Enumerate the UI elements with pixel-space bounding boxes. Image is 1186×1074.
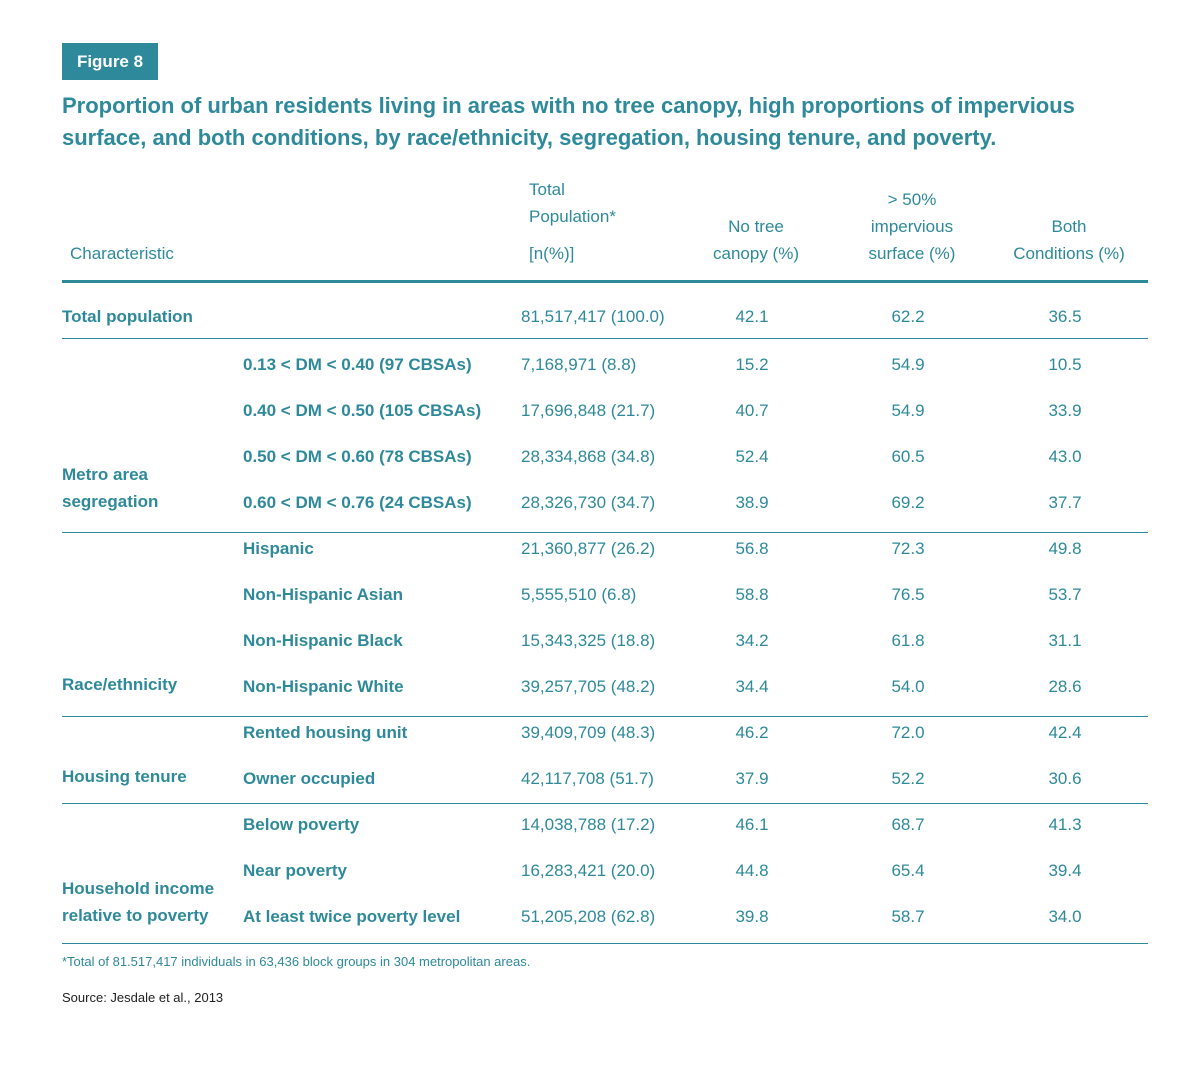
row-impervious: 72.3 bbox=[891, 539, 925, 558]
row-total: 28,334,868 (34.8) bbox=[521, 447, 656, 466]
row-notree: 34.4 bbox=[735, 677, 769, 696]
row-total: 42,117,708 (51.7) bbox=[521, 769, 654, 788]
row-both: 39.4 bbox=[1048, 861, 1082, 880]
total-row-label: Total population bbox=[62, 307, 193, 326]
row-total: 16,283,421 (20.0) bbox=[521, 861, 656, 880]
row-both: 30.6 bbox=[1048, 769, 1082, 788]
header-no-tree-canopy: No tree canopy (%) bbox=[713, 217, 799, 263]
row-total: 21,360,877 (26.2) bbox=[521, 539, 656, 558]
row-label: Non-Hispanic Asian bbox=[243, 585, 403, 604]
row-both: 41.3 bbox=[1048, 815, 1082, 834]
row-impervious: 58.7 bbox=[891, 907, 925, 926]
row-notree: 44.8 bbox=[735, 861, 769, 880]
total-row-both: 36.5 bbox=[1048, 307, 1082, 326]
row-impervious: 68.7 bbox=[891, 815, 925, 834]
row-total: 15,343,325 (18.8) bbox=[521, 631, 656, 650]
row-notree: 38.9 bbox=[735, 493, 769, 512]
row-both: 49.8 bbox=[1048, 539, 1082, 558]
table-bottom-rule bbox=[62, 943, 1148, 944]
section-rule bbox=[62, 716, 1148, 717]
row-notree: 37.9 bbox=[735, 769, 769, 788]
row-total: 51,205,208 (62.8) bbox=[521, 907, 656, 926]
row-notree: 46.2 bbox=[735, 723, 769, 742]
row-impervious: 61.8 bbox=[891, 631, 925, 650]
row-label: 0.40 < DM < 0.50 (105 CBSAs) bbox=[243, 401, 482, 420]
row-both: 31.1 bbox=[1048, 631, 1082, 650]
row-label: Hispanic bbox=[243, 539, 314, 558]
header-rule bbox=[62, 280, 1148, 283]
row-both: 43.0 bbox=[1048, 447, 1082, 466]
section-rule bbox=[62, 803, 1148, 804]
row-label: Rented housing unit bbox=[243, 723, 408, 742]
row-impervious: 60.5 bbox=[891, 447, 925, 466]
row-impervious: 54.0 bbox=[891, 677, 925, 696]
row-impervious: 76.5 bbox=[891, 585, 925, 604]
row-impervious: 54.9 bbox=[891, 401, 925, 420]
row-label: 0.13 < DM < 0.40 (97 CBSAs) bbox=[243, 355, 472, 374]
row-total: 39,257,705 (48.2) bbox=[521, 677, 656, 696]
row-notree: 39.8 bbox=[735, 907, 769, 926]
row-total: 5,555,510 (6.8) bbox=[521, 585, 637, 604]
row-label: 0.50 < DM < 0.60 (78 CBSAs) bbox=[243, 447, 472, 466]
row-label: Non-Hispanic Black bbox=[243, 631, 403, 650]
row-notree: 15.2 bbox=[735, 355, 769, 374]
footnote: *Total of 81.517,417 individuals in 63,4… bbox=[62, 954, 531, 969]
row-total: 7,168,971 (8.8) bbox=[521, 355, 637, 374]
row-label: At least twice poverty level bbox=[243, 907, 461, 926]
row-notree: 52.4 bbox=[735, 447, 769, 466]
section-rule bbox=[62, 338, 1148, 339]
row-label: 0.60 < DM < 0.76 (24 CBSAs) bbox=[243, 493, 472, 512]
row-notree: 34.2 bbox=[735, 631, 769, 650]
row-impervious: 65.4 bbox=[891, 861, 925, 880]
row-label: Below poverty bbox=[243, 815, 360, 834]
row-total: 17,696,848 (21.7) bbox=[521, 401, 656, 420]
row-impervious: 54.9 bbox=[891, 355, 925, 374]
row-both: 42.4 bbox=[1048, 723, 1082, 742]
group-label-tenure: Housing tenure bbox=[62, 767, 187, 786]
total-row-total: 81,517,417 (100.0) bbox=[521, 307, 665, 326]
section-rule bbox=[62, 532, 1148, 533]
row-both: 37.7 bbox=[1048, 493, 1082, 512]
row-notree: 58.8 bbox=[735, 585, 769, 604]
row-impervious: 72.0 bbox=[891, 723, 925, 742]
group-label-race: Race/ethnicity bbox=[62, 675, 178, 694]
row-total: 28,326,730 (34.7) bbox=[521, 493, 656, 512]
total-row-notree: 42.1 bbox=[735, 307, 769, 326]
row-total: 14,038,788 (17.2) bbox=[521, 815, 656, 834]
row-both: 53.7 bbox=[1048, 585, 1082, 604]
row-notree: 40.7 bbox=[735, 401, 769, 420]
row-label: Non-Hispanic White bbox=[243, 677, 404, 696]
header-characteristic: Characteristic bbox=[70, 244, 174, 263]
figure-badge: Figure 8 bbox=[62, 43, 158, 80]
row-both: 10.5 bbox=[1048, 355, 1082, 374]
row-notree: 46.1 bbox=[735, 815, 769, 834]
figure-title: Proportion of urban residents living in … bbox=[62, 93, 1075, 150]
total-row-impervious: 62.2 bbox=[891, 307, 925, 326]
header-both-conditions: Both Conditions (%) bbox=[1013, 217, 1125, 263]
row-impervious: 69.2 bbox=[891, 493, 925, 512]
group-label-income: Household income relative to poverty bbox=[62, 879, 215, 925]
row-both: 28.6 bbox=[1048, 677, 1082, 696]
header-impervious: > 50% impervious surface (%) bbox=[868, 190, 956, 263]
group-label-segregation: Metro area segregation bbox=[62, 465, 159, 511]
row-both: 33.9 bbox=[1048, 401, 1082, 420]
header-total-population: Total Population* [n(%)] bbox=[529, 180, 616, 263]
row-label: Owner occupied bbox=[243, 769, 376, 788]
source-note: Source: Jesdale et al., 2013 bbox=[62, 990, 224, 1005]
row-label: Near poverty bbox=[243, 861, 347, 880]
row-both: 34.0 bbox=[1048, 907, 1082, 926]
row-impervious: 52.2 bbox=[891, 769, 925, 788]
row-notree: 56.8 bbox=[735, 539, 769, 558]
row-total: 39,409,709 (48.3) bbox=[521, 723, 656, 742]
